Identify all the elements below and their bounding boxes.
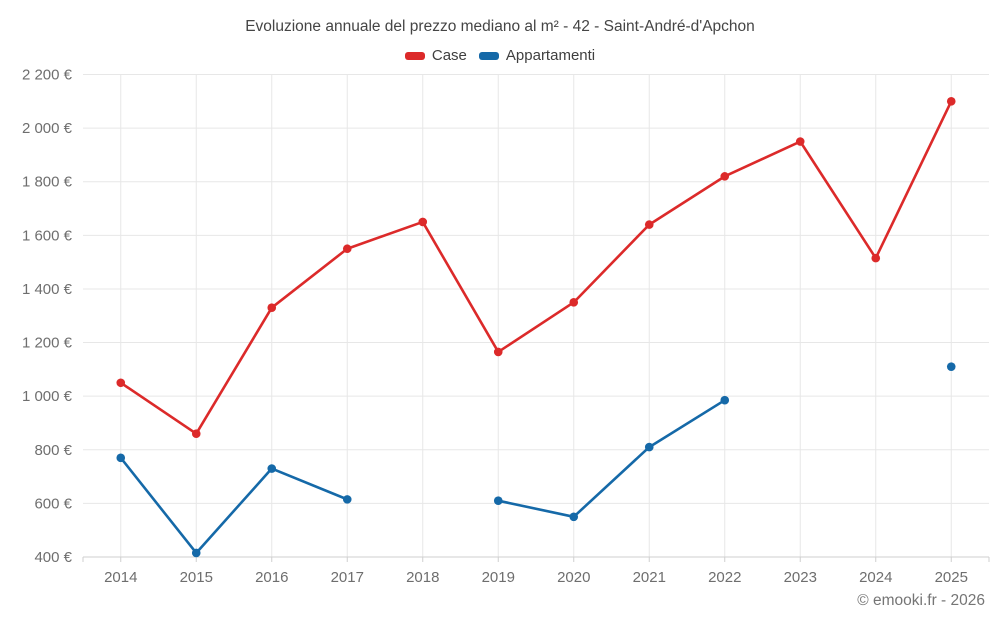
series-case-point [569, 298, 579, 307]
series-case-point [795, 137, 805, 146]
y-axis-labels: 400 € 600 € 800 € 1 000 € 1 200 € 1 400 € 1 60… [22, 67, 73, 567]
x-axis [82, 556, 990, 562]
legend-item-label: Appartamenti [505, 47, 596, 64]
x-tick-label: 2015 [180, 569, 213, 586]
y-tick-label: 400 € [34, 549, 72, 566]
x-tick-label: 2023 [784, 569, 817, 586]
x-tick-label: 2020 [557, 569, 590, 586]
gridlines [83, 74, 989, 558]
legend-item-appartamenti[interactable]: Appartamenti [478, 47, 596, 64]
series-case-point [191, 429, 201, 438]
series-appartamenti-point [569, 512, 579, 522]
legend-item-case[interactable]: Case [404, 47, 467, 64]
series-appartamenti-point [342, 495, 352, 504]
series-appartamenti-point [493, 496, 503, 506]
series-case-point [493, 347, 503, 357]
y-tick-label: 1 800 € [22, 174, 73, 191]
series-case-point [644, 220, 654, 229]
x-tick-label: 2016 [255, 569, 288, 586]
series-appartamenti-line [496, 398, 727, 519]
series-case-point [720, 172, 730, 181]
series-appartamenti-point [644, 442, 654, 452]
x-tick-label: 2014 [104, 569, 137, 586]
x-tick-label: 2024 [859, 569, 892, 586]
y-tick-label: 2 200 € [22, 67, 73, 84]
y-tick-label: 800 € [34, 442, 72, 459]
y-tick-label: 2 000 € [22, 120, 73, 137]
series-case-point [418, 217, 428, 227]
x-axis-labels: 2014 2015 2016 2017 2018 2019 2020 2021 2022 2023… [104, 569, 968, 586]
series-case-line [119, 100, 953, 435]
case-series-swatch [404, 51, 425, 60]
x-tick-label: 2019 [482, 569, 515, 586]
x-tick-label: 2018 [406, 569, 439, 586]
chart-legend: Case Appartamenti [0, 47, 1000, 64]
x-tick-label: 2025 [935, 569, 968, 586]
x-tick-label: 2017 [331, 569, 364, 586]
y-tick-label: 600 € [34, 495, 72, 512]
series-case-point [116, 378, 126, 388]
series-appartamenti-point [116, 453, 126, 463]
legend-item-label: Case [431, 47, 467, 64]
series-appartamenti-point [267, 464, 277, 473]
series-case-point [946, 97, 956, 106]
series-case-point [342, 244, 352, 254]
series-appartamenti-point [191, 548, 201, 558]
y-tick-label: 1 000 € [22, 388, 73, 405]
series-case [116, 97, 956, 438]
appartamenti-series-swatch [478, 51, 499, 60]
series-appartamenti [116, 362, 956, 558]
chart-title: Evoluzione annuale del prezzo mediano al… [245, 18, 755, 35]
x-tick-label: 2021 [633, 569, 666, 586]
series-appartamenti-line [119, 456, 349, 555]
series-case-point [871, 253, 881, 263]
series-case-point [267, 303, 277, 313]
y-tick-label: 1 600 € [22, 227, 73, 244]
y-tick-label: 1 200 € [22, 335, 73, 352]
copyright-watermark: © emooki.fr - 2026 [857, 592, 985, 609]
series-appartamenti-point [946, 362, 956, 371]
x-tick-label: 2022 [708, 569, 741, 586]
y-tick-label: 1 400 € [22, 281, 73, 298]
series-appartamenti-point [720, 395, 730, 405]
